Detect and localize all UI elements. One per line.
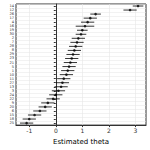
svg-text:0: 0 bbox=[54, 127, 58, 134]
svg-text:26: 26 bbox=[9, 12, 14, 17]
svg-text:27: 27 bbox=[9, 80, 14, 85]
svg-text:28: 28 bbox=[9, 44, 14, 49]
svg-text:25: 25 bbox=[9, 121, 14, 125]
svg-text:3: 3 bbox=[11, 88, 14, 93]
svg-text:1: 1 bbox=[80, 127, 84, 134]
svg-text:11: 11 bbox=[9, 76, 14, 81]
svg-text:14: 14 bbox=[9, 4, 14, 8]
svg-text:15: 15 bbox=[9, 113, 14, 117]
svg-text:30: 30 bbox=[9, 32, 14, 37]
svg-text:16: 16 bbox=[9, 24, 14, 29]
svg-text:12: 12 bbox=[9, 8, 14, 13]
svg-text:4: 4 bbox=[11, 20, 14, 25]
svg-text:10: 10 bbox=[9, 72, 14, 77]
svg-text:7: 7 bbox=[11, 40, 14, 45]
svg-text:8: 8 bbox=[11, 48, 14, 53]
svg-text:23: 23 bbox=[9, 56, 14, 61]
svg-text:21: 21 bbox=[9, 60, 14, 65]
svg-text:20: 20 bbox=[9, 104, 14, 109]
svg-text:24: 24 bbox=[9, 92, 14, 97]
svg-text:6: 6 bbox=[11, 109, 14, 113]
svg-text:29: 29 bbox=[9, 52, 14, 57]
svg-text:19: 19 bbox=[9, 28, 14, 33]
svg-text:9: 9 bbox=[11, 100, 14, 105]
svg-text:5: 5 bbox=[11, 64, 14, 69]
svg-text:Estimated theta: Estimated theta bbox=[53, 138, 109, 146]
svg-text:-1: -1 bbox=[26, 127, 32, 134]
svg-text:13: 13 bbox=[9, 84, 14, 89]
svg-text:3: 3 bbox=[133, 127, 137, 134]
svg-text:1: 1 bbox=[11, 68, 14, 73]
svg-text:22: 22 bbox=[9, 96, 14, 101]
svg-text:2: 2 bbox=[107, 127, 111, 134]
svg-text:18: 18 bbox=[9, 117, 14, 121]
svg-text:2: 2 bbox=[11, 36, 14, 41]
svg-text:17: 17 bbox=[9, 16, 14, 21]
